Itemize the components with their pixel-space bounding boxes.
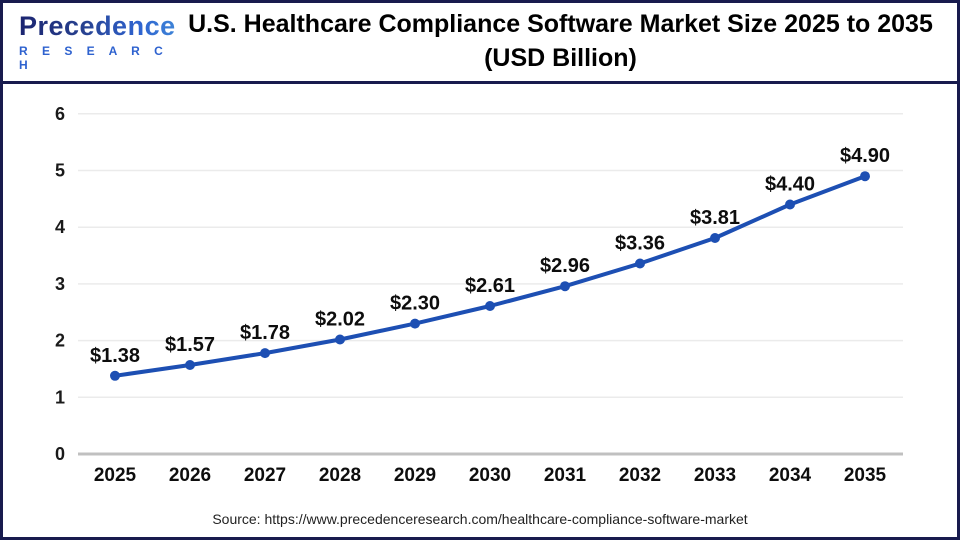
data-label: $3.36 — [615, 233, 665, 255]
source-citation: Source: https://www.precedenceresearch.c… — [212, 511, 748, 527]
data-point — [110, 370, 120, 381]
data-point — [185, 360, 195, 370]
data-label: $4.40 — [765, 174, 815, 196]
y-tick-label: 5 — [55, 161, 65, 181]
market-size-line-chart: 0 1 2 3 4 5 6 $1.38 2025 $1.57 2026 $1.78 2027 $2.02 2… — [55, 104, 903, 486]
data-point — [710, 233, 720, 243]
x-tick-label: 2034 — [769, 465, 812, 486]
data-point — [560, 281, 570, 292]
x-tick-label: 2029 — [394, 465, 436, 486]
data-label: $1.78 — [240, 322, 290, 344]
y-tick-label: 4 — [55, 217, 65, 237]
title-line-1: U.S. Healthcare Compliance Software Mark… — [188, 10, 933, 39]
data-point — [860, 171, 870, 182]
data-point — [635, 258, 645, 269]
x-tick-label: 2030 — [469, 465, 511, 486]
x-tick-label: 2031 — [544, 465, 587, 486]
data-label: $1.38 — [90, 345, 140, 367]
page-title: U.S. Healthcare Compliance Software Mark… — [178, 8, 957, 76]
data-label: $4.90 — [840, 145, 890, 167]
x-tick-label: 2025 — [94, 465, 137, 486]
data-point — [335, 334, 345, 345]
chart-area: 0 1 2 3 4 5 6 $1.38 2025 $1.57 2026 $1.78 2027 $2.02 2… — [3, 84, 957, 537]
data-label: $2.30 — [390, 293, 440, 315]
x-tick-label: 2035 — [844, 465, 887, 486]
y-tick-label: 2 — [55, 331, 65, 351]
y-tick-label: 0 — [55, 444, 65, 464]
x-tick-label: 2026 — [169, 465, 211, 486]
title-line-2: (USD Billion) — [484, 44, 637, 72]
x-tick-label: 2028 — [319, 465, 361, 486]
data-label: $2.02 — [315, 309, 365, 331]
data-label: $2.96 — [540, 255, 590, 277]
data-label: $1.57 — [165, 334, 215, 356]
data-label: $3.81 — [690, 207, 740, 229]
x-tick-label: 2032 — [619, 465, 661, 486]
header: Precedence R E S E A R C H U.S. Healthca… — [3, 3, 957, 84]
data-point — [260, 348, 270, 359]
logo-subtitle: R E S E A R C H — [19, 43, 169, 72]
y-tick-label: 6 — [55, 104, 65, 124]
precedence-research-logo: Precedence R E S E A R C H — [3, 12, 178, 72]
y-tick-label: 1 — [55, 387, 65, 407]
data-label: $2.61 — [465, 275, 515, 297]
x-tick-label: 2033 — [694, 465, 736, 486]
data-point — [410, 318, 420, 329]
logo-wordmark: Precedence — [19, 12, 178, 40]
data-point — [785, 199, 795, 210]
y-tick-label: 3 — [55, 274, 65, 294]
data-point — [485, 301, 495, 311]
x-tick-label: 2027 — [244, 465, 286, 486]
